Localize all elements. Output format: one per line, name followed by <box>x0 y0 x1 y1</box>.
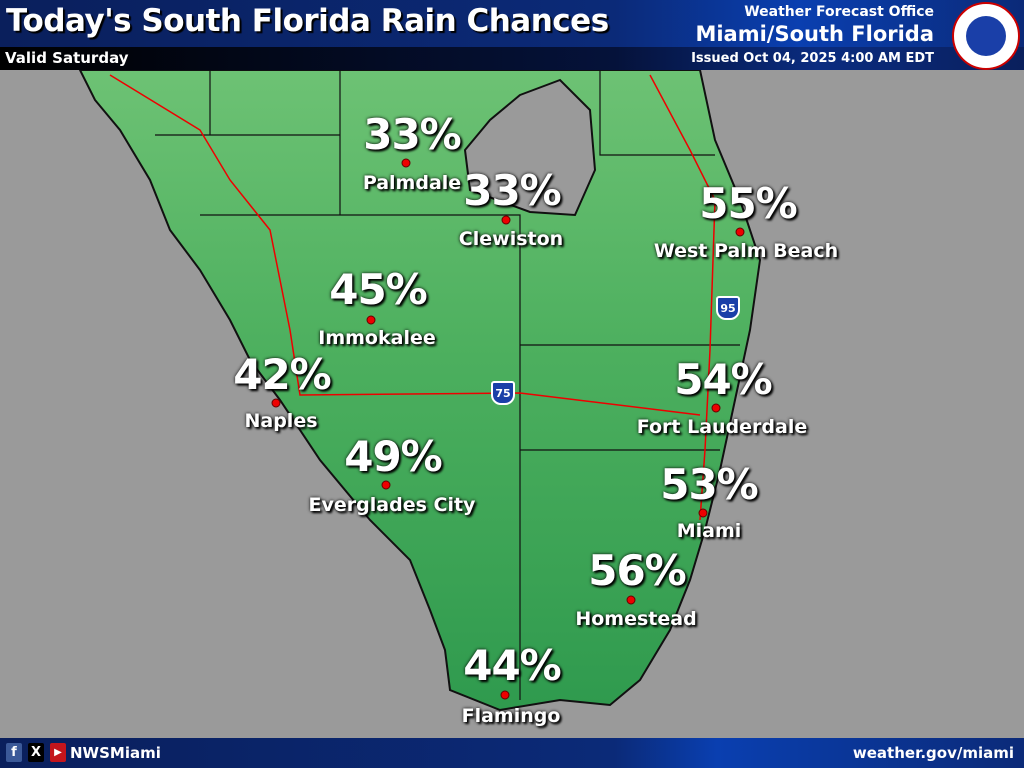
subheader-bar <box>0 47 1024 70</box>
rain-chance-value: 54% <box>674 355 773 404</box>
county-lines <box>155 70 740 700</box>
valid-day: Valid Saturday <box>5 49 129 67</box>
city-dot-icon <box>501 215 511 225</box>
city-name: Naples <box>244 410 318 432</box>
city-dot-icon <box>711 403 721 413</box>
highways <box>109 74 716 521</box>
youtube-icon[interactable]: ▶ <box>50 743 66 762</box>
city-dot-icon <box>735 227 745 237</box>
rain-chance-value: 33% <box>363 110 462 159</box>
interstate-95-shield: 95 <box>716 296 740 320</box>
footer-bar <box>0 738 1024 768</box>
rain-chance-value: 53% <box>660 460 759 509</box>
page-title: Today's South Florida Rain Chances <box>6 3 609 39</box>
rain-chance-value: 56% <box>588 546 687 595</box>
city-dot-icon <box>500 690 510 700</box>
city-dot-icon <box>698 508 708 518</box>
rain-chance-value: 42% <box>233 350 332 399</box>
city-name: Homestead <box>575 608 697 630</box>
city-name: Everglades City <box>308 494 476 516</box>
city-name: Miami <box>676 520 742 542</box>
city-name: Palmdale <box>362 172 462 194</box>
city-dot-icon <box>366 315 376 325</box>
rain-chance-map <box>78 70 762 712</box>
city-name: Flamingo <box>461 705 561 727</box>
city-name: Clewiston <box>458 228 564 250</box>
rain-chance-value: 45% <box>329 265 428 314</box>
facebook-icon[interactable]: f <box>6 743 22 762</box>
office-label: Weather Forecast Office <box>744 4 934 20</box>
header-bar <box>0 0 1024 47</box>
rain-chance-value: 44% <box>463 641 562 690</box>
city-dot-icon <box>401 158 411 168</box>
website-link[interactable]: weather.gov/miami <box>852 744 1014 762</box>
city-dot-icon <box>271 398 281 408</box>
interstate-75-shield: 75 <box>491 381 515 405</box>
rain-chance-value: 49% <box>344 432 443 481</box>
nws-logo <box>952 2 1020 70</box>
city-name: Immokalee <box>318 327 436 349</box>
city-dot-icon <box>626 595 636 605</box>
x-icon[interactable]: X <box>28 743 44 762</box>
city-name: Fort Lauderdale <box>636 416 808 438</box>
office-name: Miami/South Florida <box>695 22 934 46</box>
lake-okeechobee <box>463 78 597 217</box>
issued-time: Issued Oct 04, 2025 4:00 AM EDT <box>691 51 934 66</box>
rain-chance-value: 33% <box>463 166 562 215</box>
city-name: West Palm Beach <box>653 240 839 262</box>
rain-chance-value: 55% <box>699 179 798 228</box>
land-area <box>78 70 762 712</box>
city-dot-icon <box>381 480 391 490</box>
social-handle[interactable]: NWSMiami <box>70 744 161 762</box>
